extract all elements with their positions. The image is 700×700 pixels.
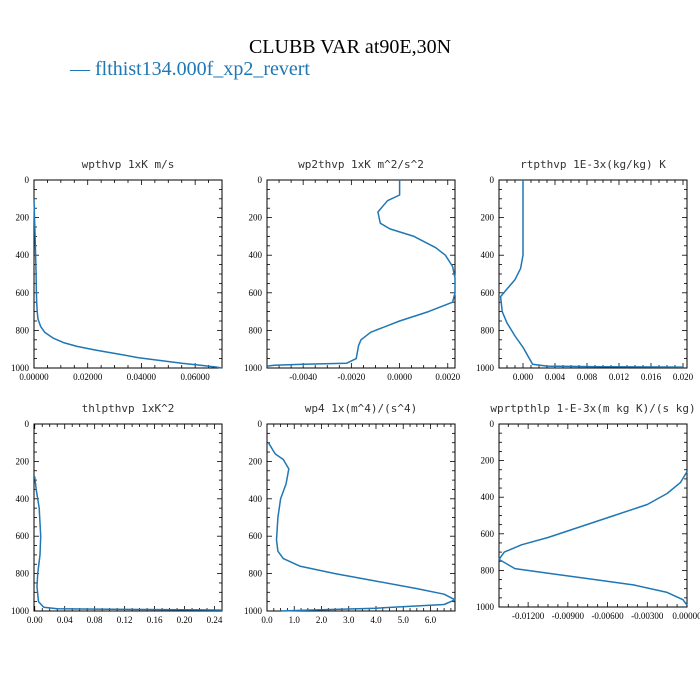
y-tick-label: 1000	[476, 602, 495, 612]
x-tick-label: 0.008	[577, 372, 598, 382]
y-tick-label: 400	[249, 250, 263, 260]
y-tick-label: 800	[16, 325, 30, 335]
x-tick-label: 4.0	[370, 615, 382, 625]
x-tick-label: 0.0	[261, 615, 273, 625]
chart-panel-2: wp2thvp 1xK m^2/s^2 0 200 400 600 800 1000 -0.0…	[244, 158, 461, 382]
x-tick-label: -0.00600	[591, 611, 624, 621]
x-tick-label: 0.24	[207, 615, 223, 625]
y-tick-label: 1000	[476, 363, 495, 373]
panel-title: wprtpthlp 1-E-3x(m kg K)/(s kg)	[490, 402, 695, 415]
y-tick-label: 0	[25, 419, 30, 429]
x-tick-label: 0.00	[27, 615, 43, 625]
series-line	[498, 471, 688, 606]
series-line	[499, 180, 684, 368]
y-tick-label: 200	[16, 213, 30, 223]
y-tick-label: 1000	[244, 363, 263, 373]
x-tick-label: 3.0	[343, 615, 355, 625]
y-tick-label: 0	[258, 175, 263, 185]
x-tick-label: 0.0020	[435, 372, 460, 382]
series-line	[33, 198, 223, 369]
x-tick-label: 0.04000	[127, 372, 157, 382]
y-tick-label: 800	[481, 325, 495, 335]
x-tick-label: 0.08	[87, 615, 103, 625]
y-tick-label: 800	[481, 565, 495, 575]
y-tick-label: 0	[490, 419, 495, 429]
panel-title: wp4 1x(m^4)/(s^4)	[305, 402, 418, 415]
x-tick-label: 0.000	[513, 372, 534, 382]
plot-frame	[498, 179, 688, 369]
y-tick-label: 400	[16, 250, 30, 260]
x-tick-label: 0.016	[641, 372, 662, 382]
x-tick-label: 0.02000	[73, 372, 103, 382]
y-tick-label: 800	[249, 569, 263, 579]
legend-line-swatch: —	[70, 58, 90, 80]
y-tick-label: 800	[249, 325, 263, 335]
y-tick-label: 1000	[11, 606, 30, 616]
y-tick-label: 1000	[244, 606, 263, 616]
y-tick-label: 600	[16, 288, 30, 298]
y-tick-label: 600	[16, 531, 30, 541]
chart-panel-6: wprtpthlp 1-E-3x(m kg K)/(s kg) 0 200 400 60…	[476, 402, 700, 621]
plot-frame	[266, 423, 456, 612]
y-tick-label: 0	[25, 175, 30, 185]
panel-title: thlpthvp 1xK^2	[82, 402, 175, 415]
x-tick-label: 0.004	[545, 372, 566, 382]
x-tick-label: 1.0	[289, 615, 301, 625]
x-tick-label: 0.0000	[387, 372, 412, 382]
figure-title: CLUBB VAR at90E,30N	[248, 36, 452, 58]
y-tick-label: 800	[16, 569, 30, 579]
y-tick-label: 600	[249, 288, 263, 298]
x-tick-label: 0.16	[147, 615, 163, 625]
y-tick-label: 400	[481, 492, 495, 502]
chart-panel-3: rtpthvp 1E-3x(kg/kg) K 0 200 400 600 800 1000 0…	[476, 158, 694, 382]
y-tick-label: 1000	[11, 363, 30, 373]
x-tick-label: -0.0040	[289, 372, 317, 382]
x-tick-label: 0.00000	[672, 611, 700, 621]
legend-entry: — flthist134.000f_xp2_revert	[70, 58, 310, 81]
legend-label: flthist134.000f_xp2_revert	[95, 58, 310, 80]
x-tick-label: -0.01200	[512, 611, 545, 621]
x-tick-label: 0.04	[57, 615, 73, 625]
x-tick-label: 0.12	[117, 615, 133, 625]
y-tick-label: 600	[249, 531, 263, 541]
panel-title: rtpthvp 1E-3x(kg/kg) K	[520, 158, 666, 171]
x-tick-label: -0.00900	[552, 611, 585, 621]
y-tick-label: 200	[16, 456, 30, 466]
y-tick-label: 400	[481, 250, 495, 260]
y-tick-label: 600	[481, 529, 495, 539]
x-tick-label: 6.0	[425, 615, 437, 625]
x-tick-label: -0.00300	[631, 611, 664, 621]
y-tick-label: 600	[481, 288, 495, 298]
y-tick-label: 400	[249, 494, 263, 504]
series-line	[266, 180, 456, 367]
x-tick-label: 0.020	[673, 372, 694, 382]
x-tick-label: 2.0	[316, 615, 328, 625]
x-tick-label: 0.00000	[19, 372, 49, 382]
series-line	[267, 442, 456, 612]
y-tick-label: 200	[249, 213, 263, 223]
x-tick-label: 0.20	[177, 615, 193, 625]
x-tick-label: 0.06000	[181, 372, 211, 382]
panel-title: wp2thvp 1xK m^2/s^2	[298, 158, 424, 171]
x-tick-label: -0.0020	[337, 372, 365, 382]
y-tick-label: 400	[16, 494, 30, 504]
series-line	[33, 476, 223, 611]
y-tick-label: 0	[258, 419, 263, 429]
plot-frame	[33, 423, 223, 612]
panel-title: wpthvp 1xK m/s	[82, 158, 175, 171]
x-tick-label: 0.012	[609, 372, 629, 382]
y-tick-label: 200	[481, 213, 495, 223]
x-tick-label: 5.0	[398, 615, 410, 625]
y-tick-label: 200	[481, 456, 495, 466]
plot-frame	[33, 179, 223, 369]
y-tick-label: 200	[249, 456, 263, 466]
y-tick-label: 0	[490, 175, 495, 185]
